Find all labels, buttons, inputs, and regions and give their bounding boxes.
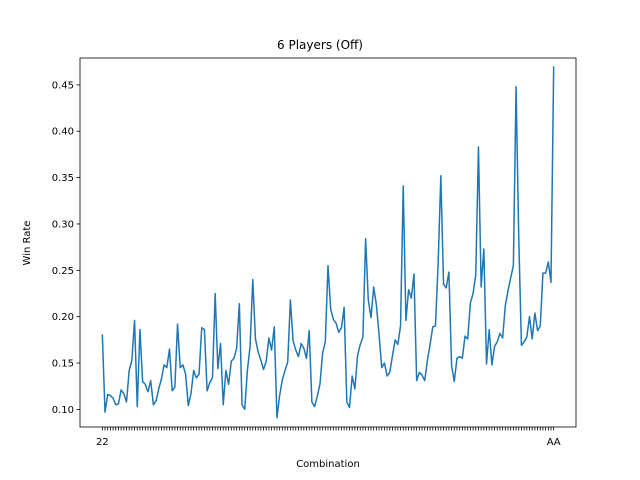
series-line [101, 66, 555, 419]
y-tick-label: 0.35 [52, 173, 74, 184]
y-tick-label: 0.20 [52, 312, 74, 323]
y-tick-label: 0.40 [52, 127, 74, 138]
y-tick-label: 0.45 [52, 80, 74, 91]
x-axis-title: Combination [296, 459, 360, 470]
y-tick-label: 0.15 [52, 359, 74, 370]
chart-title: 6 Players (Off) [277, 38, 363, 52]
y-tick-label: 0.10 [52, 405, 74, 416]
x-tick-label: AA [547, 437, 561, 448]
y-tick-label: 0.30 [52, 219, 74, 230]
plot-frame [79, 57, 577, 428]
plot-layer: 0.10 0.15 0.20 0.25 0.30 0.35 0.40 0.45 22 AA [52, 57, 577, 448]
x-tick-label: 22 [96, 437, 109, 448]
y-tick-label: 0.25 [52, 266, 74, 277]
y-axis-title: Win Rate [22, 221, 33, 266]
